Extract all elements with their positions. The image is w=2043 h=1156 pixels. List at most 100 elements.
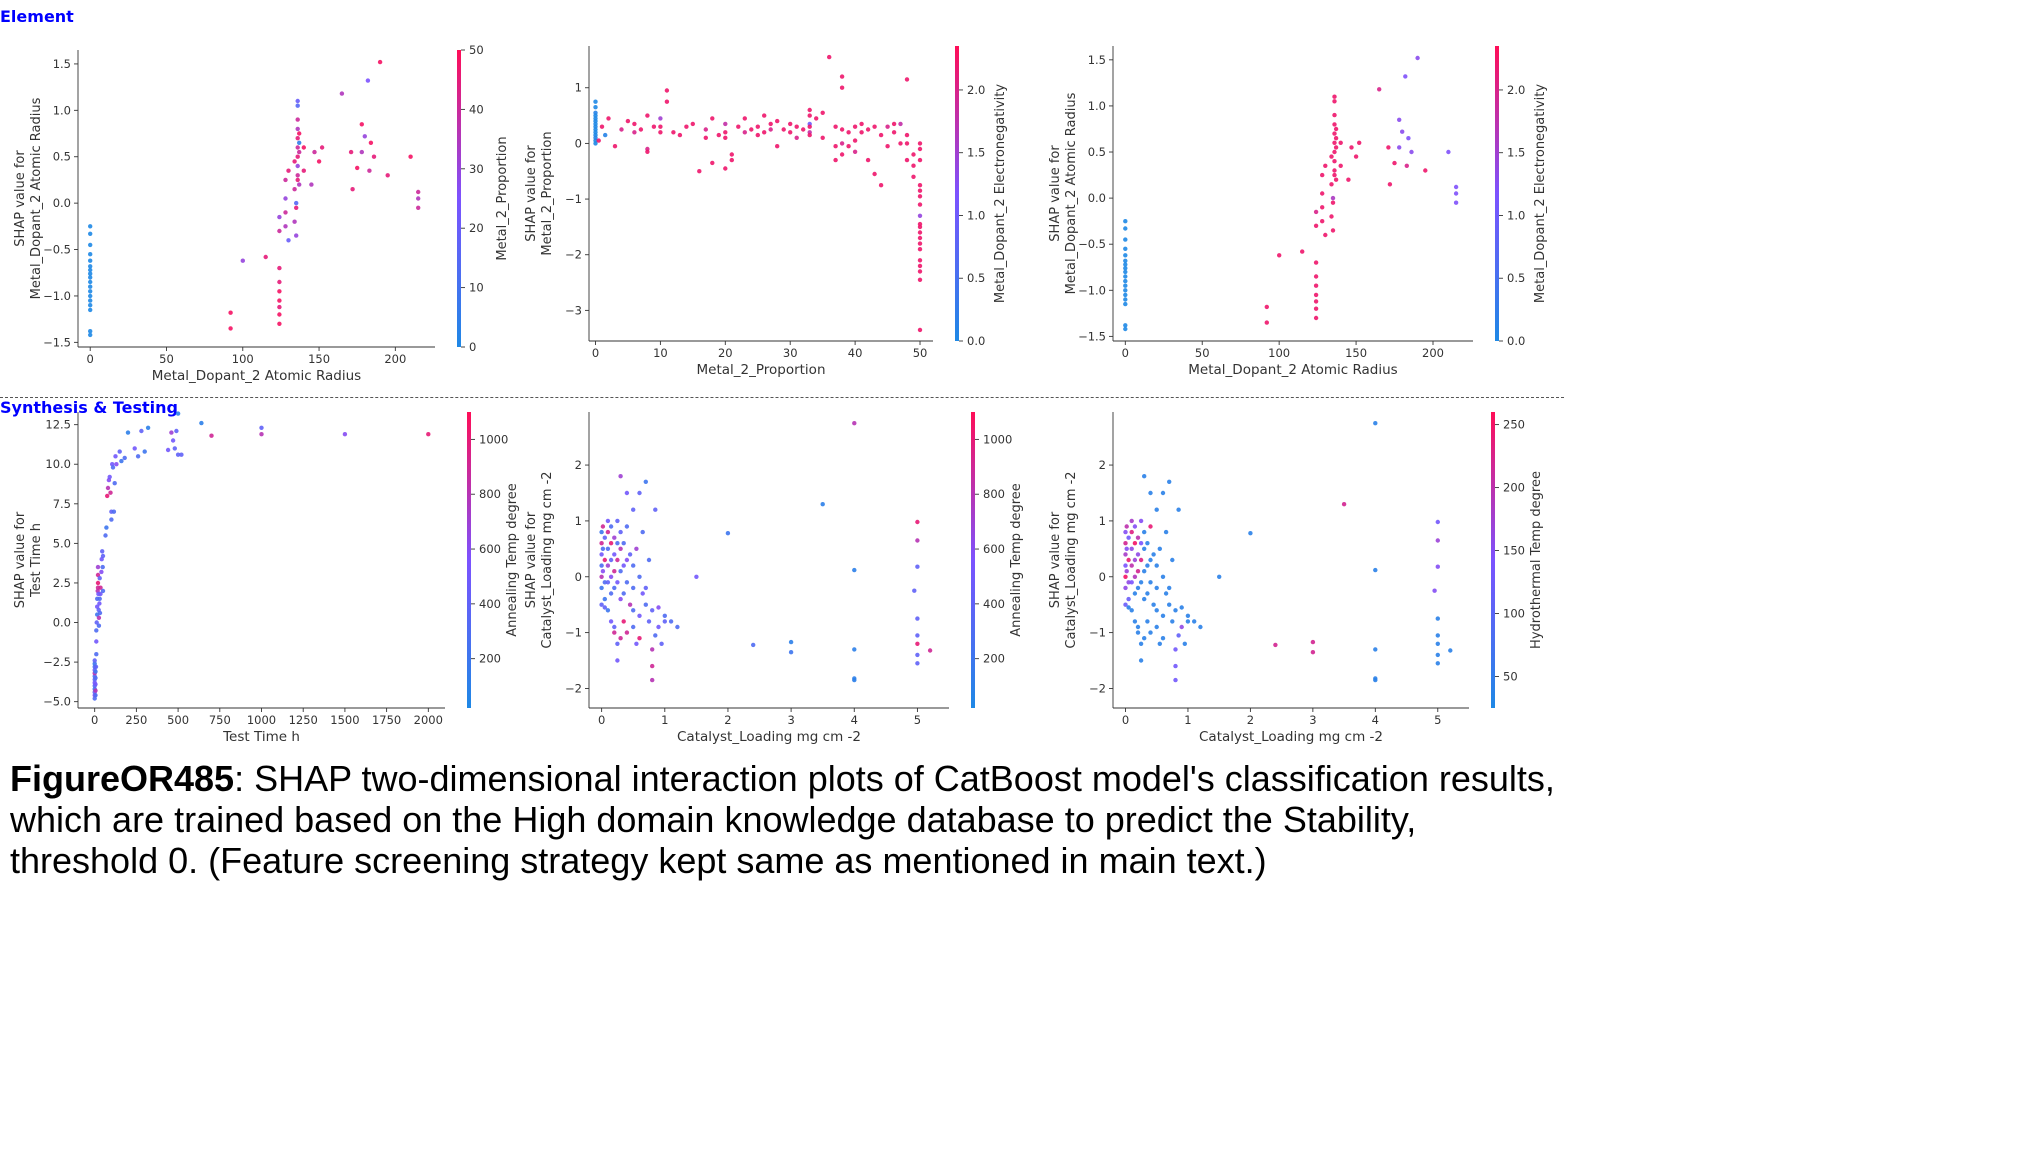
data-point (1129, 529, 1134, 535)
data-point (846, 130, 851, 135)
x-tick-label: 40 (848, 346, 863, 360)
data-point (768, 127, 773, 132)
data-point (917, 277, 923, 282)
data-point (1404, 163, 1409, 168)
data-point (295, 126, 300, 132)
data-point (1173, 608, 1178, 613)
y-tick-label: −1 (565, 626, 582, 640)
scatter-points (92, 411, 431, 701)
y-tick-label: −3 (565, 303, 582, 317)
data-point (286, 238, 291, 243)
data-point (645, 113, 650, 118)
data-point (677, 132, 683, 138)
y-tick-label: 2 (1099, 458, 1106, 472)
data-point (110, 465, 116, 470)
data-point (1167, 602, 1172, 607)
colorbar-tick-label: 400 (983, 597, 1005, 611)
data-point (1313, 299, 1319, 304)
x-tick-label: 50 (913, 346, 928, 360)
colorbar (457, 50, 461, 347)
data-point (165, 447, 171, 453)
data-point (1157, 546, 1162, 551)
data-point (104, 525, 109, 530)
data-point (107, 474, 112, 480)
data-point (348, 149, 354, 155)
data-point (1387, 182, 1393, 187)
data-point (755, 124, 760, 129)
colorbar-tick-label: 1000 (479, 432, 508, 446)
data-point (602, 605, 607, 610)
x-tick-label: 20 (718, 346, 733, 360)
data-point (1132, 619, 1138, 624)
data-point (1138, 658, 1144, 663)
data-point (599, 541, 604, 546)
data-point (632, 130, 637, 135)
data-point (240, 258, 245, 263)
section-label-synthesis: Synthesis & Testing (0, 398, 178, 417)
data-point (96, 615, 102, 620)
data-point (1124, 569, 1129, 574)
data-point (643, 602, 648, 607)
y-tick-label: 1.5 (1088, 53, 1106, 67)
data-point (295, 103, 300, 108)
colorbar (971, 412, 975, 708)
data-point (1123, 326, 1128, 332)
data-point (1185, 613, 1191, 618)
data-point (109, 517, 114, 522)
data-point (1332, 131, 1337, 136)
data-point (788, 650, 794, 655)
data-point (1320, 172, 1325, 178)
data-point (723, 135, 728, 140)
y-tick-label: 7.5 (53, 497, 71, 511)
data-point (697, 169, 702, 174)
data-point (602, 535, 607, 540)
data-point (839, 152, 845, 157)
data-point (105, 493, 110, 499)
data-point (1423, 168, 1428, 173)
data-point (852, 421, 857, 426)
data-point (640, 591, 645, 596)
colorbar-tick-label: 0.0 (1507, 334, 1525, 348)
data-point (1123, 585, 1128, 591)
data-point (605, 608, 611, 613)
data-point (615, 557, 620, 563)
data-point (1332, 149, 1337, 155)
data-point (112, 481, 117, 486)
data-point (295, 154, 300, 159)
data-point (605, 546, 611, 551)
data-point (88, 298, 93, 303)
data-point (703, 135, 708, 140)
colorbar-tick-label: 40 (469, 102, 484, 116)
data-point (1198, 624, 1203, 630)
data-point (1320, 191, 1325, 196)
data-point (618, 636, 623, 641)
data-point (1330, 200, 1336, 205)
figure-id: FigureOR485 (10, 758, 235, 799)
x-tick-label: 1 (1184, 713, 1191, 727)
data-point (729, 152, 734, 157)
colorbar-tick-label: 0.5 (1507, 271, 1525, 285)
data-point (132, 446, 137, 451)
data-point (710, 160, 715, 166)
data-point (627, 602, 633, 607)
data-point (1126, 596, 1131, 602)
data-point (608, 524, 614, 529)
data-point (122, 455, 127, 461)
data-point (1403, 74, 1408, 79)
data-point (1332, 99, 1337, 104)
y-axis-label: SHAP value forMetal_2_Proportion (524, 131, 555, 255)
data-point (1173, 663, 1178, 669)
data-point (135, 454, 141, 459)
data-point (88, 279, 93, 285)
x-tick-label: 10 (653, 346, 668, 360)
data-point (608, 619, 614, 624)
data-point (283, 177, 288, 183)
data-point (286, 168, 291, 173)
data-point (292, 159, 297, 164)
data-point (1329, 154, 1334, 159)
data-point (1329, 182, 1334, 187)
data-point (1132, 574, 1138, 579)
data-point (659, 641, 664, 646)
data-point (1406, 136, 1411, 141)
data-point (1123, 563, 1128, 568)
